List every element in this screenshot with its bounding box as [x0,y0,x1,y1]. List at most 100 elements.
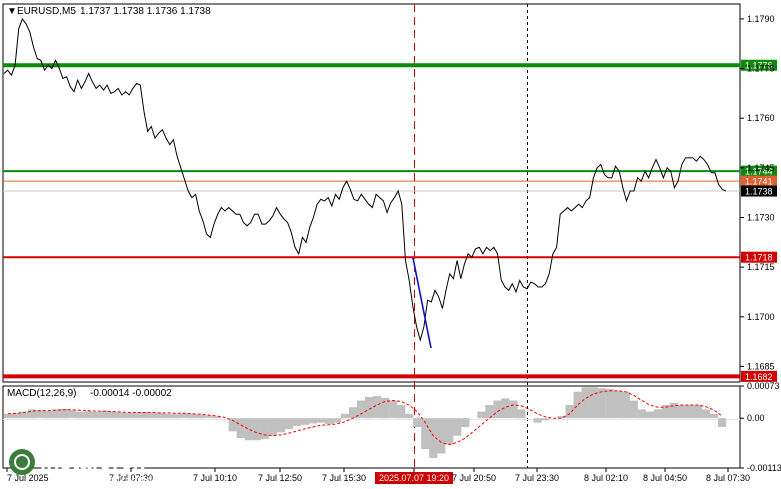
macd-histogram-bar [228,418,237,432]
macd-histogram-bar [533,418,542,423]
macd-histogram-bar [4,413,13,419]
macd-histogram-bar [324,418,334,424]
macd-histogram-bar [461,418,470,427]
macd-histogram-bar [661,405,670,419]
macd-histogram-bar [44,411,53,419]
level-tag-text: 1.1718 [745,253,773,263]
macd-histogram-bar [260,418,269,439]
x-tick-label: 7 Jul 15:30 [322,473,366,483]
level-tag-text: 1.1776 [745,61,773,71]
macd-histogram-bar [493,400,502,419]
macd-histogram-bar [332,418,342,423]
macd-histogram-bar [693,405,703,419]
macd-histogram-bar [148,412,157,419]
chart-symbol: EURUSD,M5 [17,6,76,17]
macd-histogram-bar [685,405,695,419]
macd-histogram-bar [276,418,285,433]
y-tick-label: 1.1730 [747,212,775,222]
level-tag-1.1682 [741,370,777,382]
macd-histogram-bar [573,391,582,419]
macd-histogram-bar [92,412,101,419]
macd-histogram-bar [60,408,69,419]
watermark: instaforex Instant Forex Trading [9,449,152,487]
level-tag-text: 1.1741 [745,177,773,187]
macd-histogram-bar [605,389,614,419]
y-tick-label: 1.1685 [747,361,775,371]
macd-histogram-bar [132,412,141,419]
macd-histogram-bar [677,405,687,419]
level-tag-1.1718 [741,251,777,263]
macd-histogram-bar [389,400,398,419]
x-tick-label: 7 Jul 10:10 [193,473,237,483]
macd-histogram-bar [501,398,510,419]
macd-histogram-bar [308,418,317,424]
macd-signal-line [7,390,723,446]
x-tick-label: 7 Jul 20:50 [452,473,496,483]
macd-histogram-bar [140,412,149,419]
macd-values: -0.00014 -0.00002 [90,388,172,399]
macd-histogram-bar [68,410,77,419]
y-tick-label: 1.1715 [747,262,775,272]
macd-histogram-bar [453,418,462,436]
macd-label: MACD(12,26,9) [7,388,76,399]
x-tick-label: 7 Jul 07:30 [109,473,153,483]
y-tick-label: 1.1700 [747,312,775,322]
macd-histogram-bar [517,409,526,419]
macd-histogram-bar [340,413,350,419]
macd-histogram-bar [52,409,61,419]
y-tick-label: 1.1760 [747,113,775,123]
macd-histogram-bar [381,397,390,419]
macd-histogram-bar [188,413,197,419]
macd-histogram-bar [268,418,277,436]
macd-histogram-bar [445,418,454,445]
macd-histogram-bar [124,412,133,419]
macd-histogram-bar [100,410,109,419]
level-tag-1.1741 [741,175,777,187]
macd-histogram-bar [373,396,382,419]
macd-histogram-bar [76,411,85,419]
macd-histogram-bar [204,415,213,419]
y-tick-label: 1.1745 [747,163,775,173]
watermark-tagline: Instant Forex Trading [48,475,152,487]
macd-histogram-bar [244,418,253,441]
macd-histogram-bar [413,418,422,427]
macd-histogram-bar [12,412,21,419]
macd-histogram-bar [485,405,494,419]
macd-histogram-bar [292,418,301,427]
macd-histogram-bar [20,411,29,419]
macd-histogram-bar [429,418,438,458]
x-tick-label: 7 Jul 2025 [7,473,49,483]
instaforex-logo-icon [9,449,35,475]
macd-histogram-bar [116,412,125,419]
macd-histogram-bar [645,411,654,419]
macd-histogram-bar [28,409,37,419]
x-tick-label: 7 Jul 12:50 [258,473,302,483]
macd-histogram-bar [509,400,518,419]
macd-histogram-bar [541,418,550,421]
macd-histogram-bar [718,418,727,427]
macd-histogram-bar [629,400,638,419]
macd-histogram-bar [437,418,446,454]
macd-histogram-bar [710,413,719,419]
macd-histogram-bar [669,402,678,419]
macd-histogram-bar [589,387,598,419]
macd-y-tick-label: 0.00 [747,413,765,423]
macd-histogram-bar [357,400,366,419]
macd-histogram-bar [421,418,430,450]
level-tag-text: 1.1738 [745,187,773,197]
level-tag-1.1744 [741,165,777,177]
macd-y-tick-label: 0.00073 [747,381,780,391]
macd-histogram-bar [613,390,622,419]
macd-histogram-bar [565,405,574,419]
macd-histogram-bar [405,413,414,419]
macd-histogram-bar [180,413,189,419]
macd-histogram-bar [653,409,662,419]
macd-histogram-bar [300,418,309,425]
chart-ohlc: 1.1737 1.1738 1.1736 1.1738 [80,6,211,17]
level-tag-1.1776 [741,59,777,71]
macd-histogram-bar [557,416,566,419]
macd-histogram-bar [252,418,261,441]
x-tick-label: 7 Jul 23:30 [515,473,559,483]
down-arrow-line [412,257,432,349]
